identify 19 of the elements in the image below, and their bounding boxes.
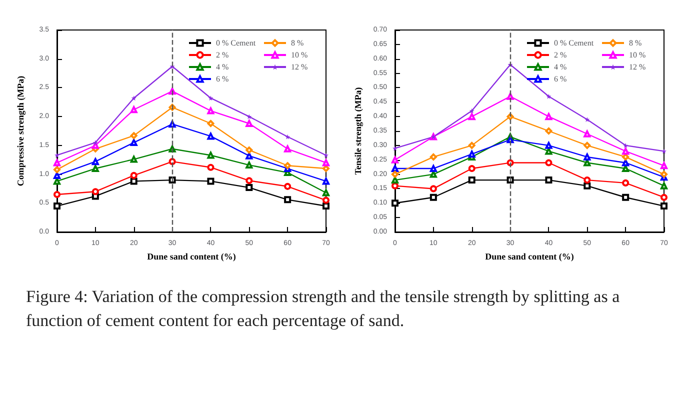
legend-label: 12 % bbox=[291, 62, 308, 72]
legend-label: 8 % bbox=[291, 38, 304, 48]
legend-label: 10 % bbox=[629, 50, 646, 60]
y-axis-title: Compressive strength (MPa) bbox=[16, 76, 26, 186]
legend-label: 2 % bbox=[554, 50, 567, 60]
legend-label: 12 % bbox=[629, 62, 646, 72]
legend-label: 0 % Cement bbox=[554, 38, 594, 48]
x-axis-title: Dune sand content (%) bbox=[147, 252, 236, 262]
legend-label: 8 % bbox=[629, 38, 642, 48]
legend-label: 0 % Cement bbox=[216, 38, 256, 48]
legend-label: 4 % bbox=[554, 62, 567, 72]
legend-label: 2 % bbox=[216, 50, 229, 60]
x-axis-title: Dune sand content (%) bbox=[485, 252, 574, 262]
y-axis-title: Tensile strength (MPa) bbox=[352, 87, 363, 175]
legend-label: 10 % bbox=[291, 50, 308, 60]
legend-label: 6 % bbox=[216, 74, 229, 84]
caption: Figure 4: Variation of the compression strength and the tensile strength by splitting as a function of cement content for each percentage of sand. bbox=[26, 286, 621, 332]
legend-label: 6 % bbox=[554, 74, 567, 84]
legend-label: 4 % bbox=[216, 62, 229, 72]
